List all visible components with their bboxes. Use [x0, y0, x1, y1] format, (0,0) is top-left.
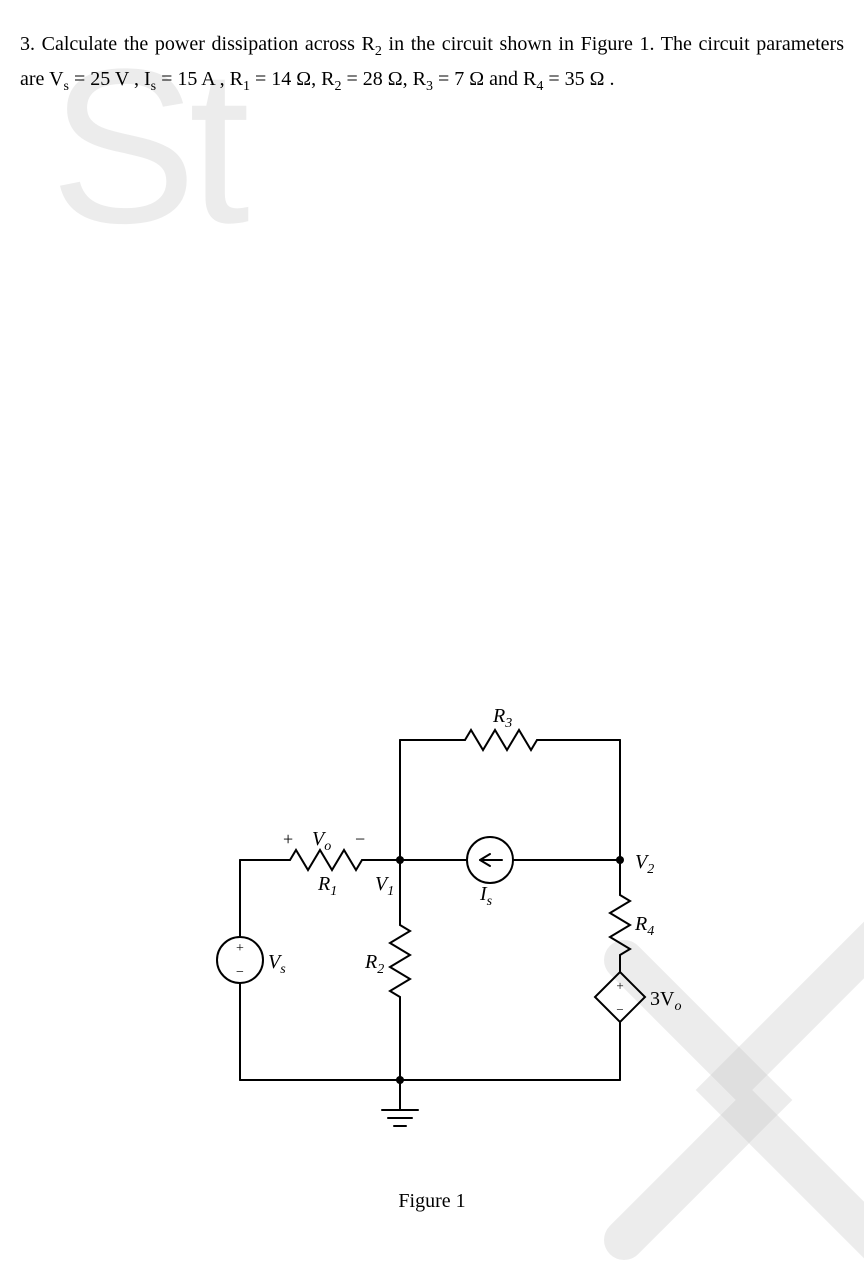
vs-minus: −	[236, 965, 244, 980]
r2-label: R2	[364, 951, 384, 977]
problem-statement: 3. Calculate the power dissipation acros…	[0, 0, 864, 99]
param-4: R3 = 7 Ω	[413, 68, 485, 90]
r4-label: R4	[634, 913, 654, 939]
dep-minus: −	[616, 1002, 623, 1017]
param-2: R1 = 14 Ω	[230, 68, 312, 90]
r1-minus: −	[355, 829, 365, 849]
param-5: R4 = 35 Ω	[523, 68, 605, 90]
circuit-figure: + − Vs + Vo − R1 V1 R2 R3 Is V2 R4 + − 3…	[200, 700, 800, 1200]
figure-caption: Figure 1	[0, 1190, 864, 1213]
is-label: Is	[479, 883, 493, 909]
r1-plus: +	[283, 829, 293, 849]
v2-label: V2	[635, 851, 654, 877]
vs-plus: +	[236, 941, 244, 956]
dep-plus: +	[616, 978, 623, 993]
vs-label: Vs	[268, 951, 286, 977]
target-var: R2	[362, 33, 389, 55]
vo-label: Vo	[312, 828, 331, 854]
param-0: Vs = 25 V	[49, 68, 129, 90]
v1-label: V1	[375, 873, 394, 899]
r3-label: R3	[492, 705, 512, 731]
param-1: Is = 15 A	[144, 68, 215, 90]
r1-label: R1	[317, 873, 337, 899]
problem-number: 3.	[20, 33, 35, 55]
dep-label: 3Vo	[650, 988, 681, 1014]
param-3: R2 = 28 Ω	[321, 68, 403, 90]
problem-text-1: Calculate the power dissipation across	[42, 33, 355, 55]
